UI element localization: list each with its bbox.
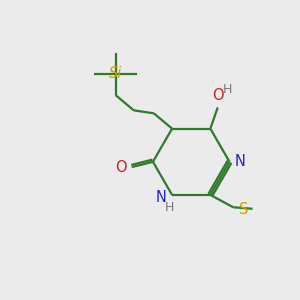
Text: N: N <box>235 154 246 169</box>
Text: O: O <box>212 88 224 103</box>
Text: Si: Si <box>109 66 122 81</box>
Text: N: N <box>156 190 167 205</box>
Text: H: H <box>223 83 232 96</box>
Text: O: O <box>115 160 126 175</box>
Text: S: S <box>238 202 248 217</box>
Text: H: H <box>164 201 174 214</box>
